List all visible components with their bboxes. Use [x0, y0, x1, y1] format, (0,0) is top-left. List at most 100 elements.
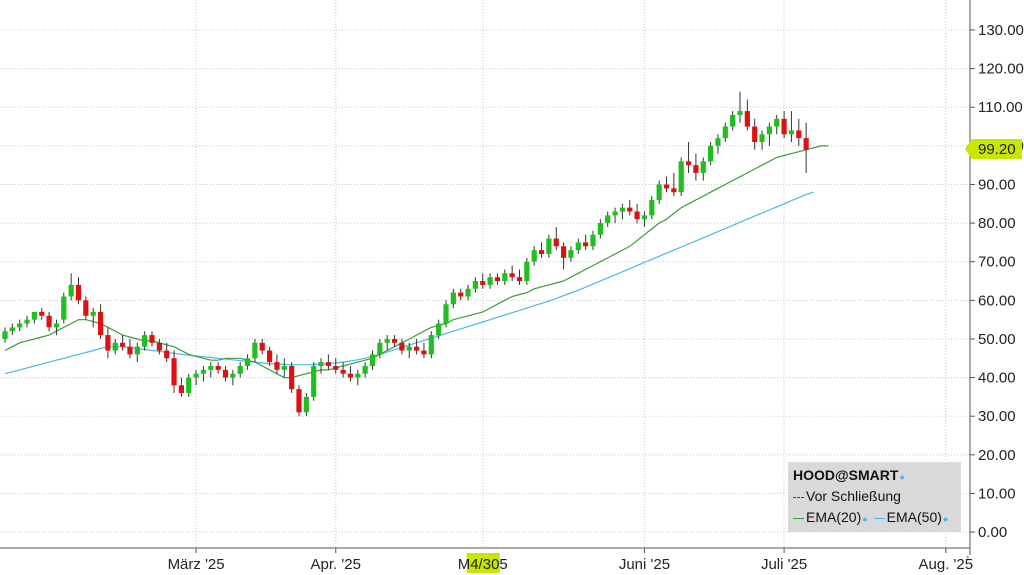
candle-body — [97, 311, 104, 336]
candle-body — [649, 199, 655, 216]
last-price-tag — [965, 138, 1022, 159]
candle-body — [149, 335, 155, 343]
candle-body — [458, 292, 464, 297]
candle — [722, 122, 728, 142]
candle — [568, 246, 574, 262]
candle — [120, 335, 126, 351]
dashed-line-icon — [793, 496, 804, 498]
candle — [796, 118, 802, 146]
candle-body — [83, 300, 89, 316]
legend-ema20-label: EMA(20) — [806, 509, 862, 525]
legend-ema50-label: EMA(50) — [886, 509, 942, 525]
candle-body — [700, 161, 706, 173]
legend: HOOD@SMART● Vor Schließung EMA(20)● EMA(5… — [788, 462, 961, 532]
candle — [612, 207, 618, 224]
candle-body — [303, 396, 309, 413]
candle-body — [693, 165, 699, 173]
candle-body — [31, 311, 37, 320]
candle-body — [472, 281, 478, 289]
candle-body — [597, 223, 603, 235]
candle-body — [171, 358, 177, 386]
candle-body — [428, 335, 434, 355]
x-highlight-text: M4/305 — [458, 556, 508, 573]
y-tick-label: 20.00 — [978, 447, 1016, 464]
candle — [502, 269, 508, 285]
x-highlight-box — [466, 553, 500, 573]
candle-body — [127, 346, 133, 355]
candle — [303, 393, 309, 417]
candle — [105, 327, 111, 359]
candle-body — [105, 335, 111, 351]
y-tick-label: 40.00 — [978, 370, 1016, 387]
candle-body — [678, 161, 684, 193]
candle — [178, 377, 184, 397]
candle — [399, 338, 405, 355]
candle-body — [112, 342, 118, 351]
candle — [465, 284, 471, 301]
candle — [561, 242, 567, 270]
candle-body — [516, 277, 523, 282]
candle-body — [340, 369, 346, 374]
candle — [678, 157, 684, 197]
candle-body — [788, 130, 795, 135]
candle — [83, 296, 89, 320]
candle-body — [90, 311, 96, 316]
candle-body — [156, 342, 162, 351]
candle-body — [289, 365, 295, 390]
candle-body — [568, 250, 574, 258]
candle-body — [509, 273, 515, 278]
candle — [391, 335, 398, 347]
candle — [369, 350, 376, 370]
candle — [46, 311, 52, 332]
candle-body — [634, 211, 640, 220]
candle-body — [193, 373, 199, 378]
candle-body — [53, 323, 60, 328]
candle-body — [230, 373, 236, 378]
legend-dot-icon: ● — [899, 472, 905, 482]
y-tick-label: 0.00 — [978, 524, 1007, 541]
candle — [524, 257, 530, 285]
candle — [53, 319, 60, 336]
candle — [31, 311, 37, 324]
candle — [627, 199, 633, 216]
x-tick-label: Juni '25 — [619, 556, 670, 573]
candle — [730, 111, 736, 131]
candle-body — [274, 362, 280, 370]
candle-body — [781, 118, 787, 135]
candle-body — [186, 377, 192, 394]
candle-body — [561, 246, 567, 258]
ema50-line-icon — [873, 517, 885, 519]
candle-body — [333, 365, 339, 370]
candle — [2, 327, 8, 343]
candle-body — [619, 207, 625, 212]
candle — [237, 362, 243, 378]
candle-body — [39, 311, 45, 316]
y-tick-labels: 130.00120.00110.00100.0090.0080.0070.006… — [970, 22, 1024, 541]
ema50-dot-icon: ● — [942, 514, 949, 524]
candle — [494, 273, 501, 285]
candle — [744, 99, 750, 131]
candle-body — [480, 281, 486, 285]
candle — [538, 242, 545, 258]
candle — [267, 346, 273, 366]
candle — [61, 292, 67, 324]
candle-body — [708, 145, 714, 162]
candle-body — [494, 277, 501, 282]
legend-close-label: Vor Schließung — [806, 488, 901, 504]
candle — [355, 369, 361, 386]
candle — [134, 342, 140, 363]
candle-body — [75, 284, 82, 301]
candle-body — [752, 126, 758, 142]
candle — [325, 354, 331, 370]
candle-body — [9, 327, 15, 332]
candle-body — [575, 242, 581, 251]
y-tick-label: 50.00 — [978, 331, 1016, 348]
candle — [443, 300, 449, 328]
candles — [2, 91, 809, 417]
candle — [752, 118, 758, 150]
candle — [333, 358, 339, 374]
candle — [774, 114, 780, 135]
candle — [685, 141, 692, 173]
candle — [230, 369, 236, 386]
